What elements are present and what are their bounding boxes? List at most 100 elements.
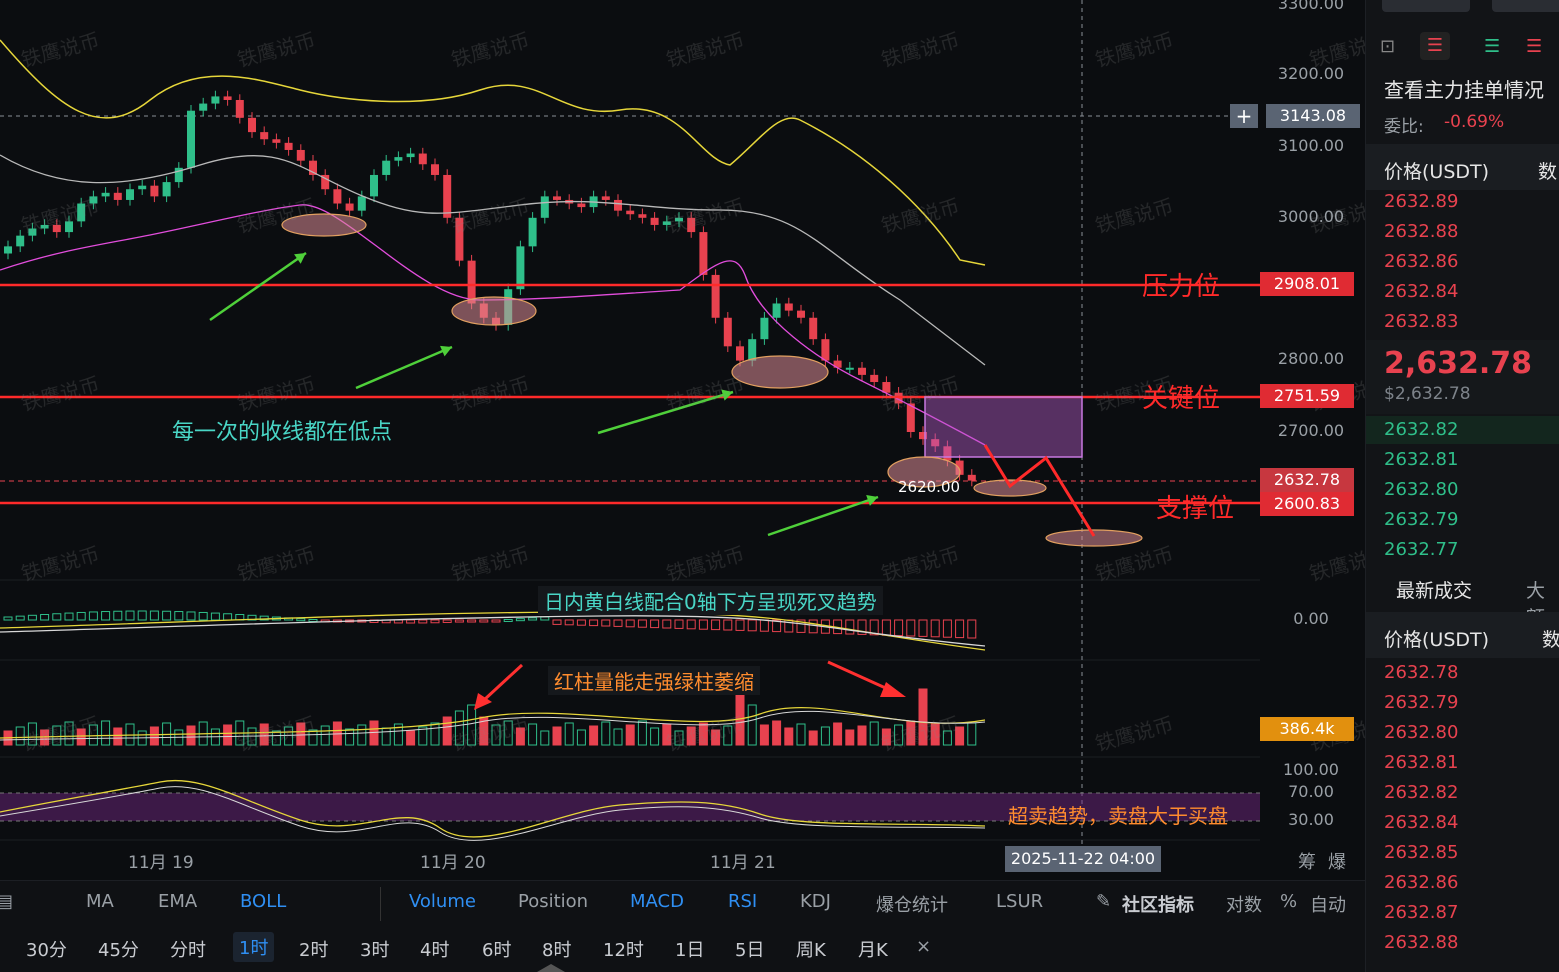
- tab-latest-trades[interactable]: 最新成交: [1396, 580, 1473, 602]
- auto-scale-toggle[interactable]: 自动: [1310, 895, 1346, 916]
- depth-mode-icon[interactable]: ⊡: [1380, 36, 1396, 57]
- ask-price[interactable]: 2632.88: [1384, 221, 1459, 242]
- macd-bar: [515, 618, 525, 622]
- volume-bar: [686, 726, 696, 746]
- indicator-kdj[interactable]: KDJ: [800, 891, 831, 912]
- indicator-ema[interactable]: EMA: [158, 891, 198, 912]
- community-indicator-icon[interactable]: ✎: [1096, 891, 1112, 912]
- indicator-boll[interactable]: BOLL: [240, 891, 287, 912]
- candle-body: [284, 142, 293, 150]
- panel-tab-button[interactable]: [1382, 0, 1470, 12]
- green-arrow: [355, 345, 453, 390]
- log-scale-toggle[interactable]: 对数: [1226, 895, 1262, 916]
- candle-body: [431, 164, 439, 175]
- red-arrow-head: [880, 682, 906, 697]
- interval-4h[interactable]: 4时: [420, 940, 450, 961]
- trade-price: 2632.81: [1384, 752, 1459, 773]
- indicator-rsi[interactable]: RSI: [728, 891, 758, 912]
- macd-bar: [406, 619, 416, 624]
- collapse-handle-icon[interactable]: [537, 964, 565, 972]
- qty-column-header: 数: [1538, 161, 1558, 183]
- candle-body: [174, 167, 183, 183]
- macd-bar: [601, 619, 611, 627]
- volume-bar: [637, 720, 647, 746]
- volume-bar: [76, 728, 86, 746]
- add-alert-button[interactable]: +: [1230, 104, 1258, 128]
- indicator-position[interactable]: Position: [518, 891, 589, 912]
- asks-only-icon[interactable]: ☰: [1526, 36, 1543, 57]
- indicator-menu-icon[interactable]: ▤: [0, 891, 14, 912]
- bids-only-icon[interactable]: ☰: [1484, 36, 1501, 57]
- interval-timeline[interactable]: 分时: [170, 940, 206, 961]
- both-sides-icon[interactable]: ☰: [1420, 32, 1450, 60]
- macd-bar: [589, 619, 599, 627]
- ask-price[interactable]: 2632.86: [1384, 251, 1459, 272]
- candle-body: [455, 217, 464, 261]
- liquidation-button[interactable]: 爆: [1328, 852, 1346, 873]
- volume-bar: [625, 724, 635, 746]
- bid-price[interactable]: 2632.81: [1384, 449, 1459, 470]
- green-arrow-head: [294, 253, 306, 264]
- panel-tab-button[interactable]: [1492, 0, 1559, 12]
- bid-price[interactable]: 2632.79: [1384, 509, 1459, 530]
- macd-bar: [113, 610, 123, 621]
- ask-price[interactable]: 2632.84: [1384, 281, 1459, 302]
- macd-bar: [723, 619, 733, 631]
- macd-bar: [430, 619, 440, 624]
- indicator-lsur[interactable]: LSUR: [996, 891, 1044, 912]
- macd-bar: [76, 611, 86, 621]
- ask-price[interactable]: 2632.83: [1384, 311, 1459, 332]
- ask-price[interactable]: 2632.89: [1384, 191, 1459, 212]
- indicator-ma[interactable]: MA: [86, 891, 114, 912]
- macd-bar: [454, 619, 464, 623]
- interval-12h[interactable]: 12时: [603, 940, 644, 961]
- candle-body: [382, 160, 391, 175]
- volume-bar: [101, 720, 111, 746]
- candle-body: [638, 214, 647, 218]
- interval-week[interactable]: 周K: [796, 940, 826, 961]
- close-icon[interactable]: ×: [916, 936, 932, 957]
- chart-area[interactable]: 铁鹰说币 铁鹰说币 铁鹰说币 铁鹰说币 铁鹰说币 铁鹰说币 铁鹰说币 铁鹰说币 铁鹰说币 铁鹰说币…: [0, 0, 1365, 880]
- macd-bar: [698, 619, 708, 630]
- indicator-volume[interactable]: Volume: [409, 891, 476, 912]
- interval-45m[interactable]: 45分: [98, 940, 139, 961]
- interval-8h[interactable]: 8时: [542, 940, 572, 961]
- volume-bar: [88, 724, 98, 746]
- interval-30m[interactable]: 30分: [26, 940, 67, 961]
- candle-body: [467, 260, 476, 304]
- green-arrow: [767, 495, 879, 537]
- candlestick-chart[interactable]: [0, 0, 1365, 880]
- chip-distribution-button[interactable]: 筹: [1298, 852, 1316, 873]
- interval-3h[interactable]: 3时: [360, 940, 390, 961]
- candle-body: [614, 199, 622, 211]
- interval-2h[interactable]: 2时: [299, 940, 329, 961]
- interval-1h[interactable]: 1时: [233, 932, 275, 962]
- support-label: 支撑位: [1156, 494, 1235, 524]
- interval-1d[interactable]: 1日: [675, 940, 705, 961]
- interval-6h[interactable]: 6时: [482, 940, 512, 961]
- bid-price[interactable]: 2632.80: [1384, 479, 1459, 500]
- indicator-liquidation-stats[interactable]: 爆仓统计: [876, 895, 948, 916]
- percent-scale-toggle[interactable]: %: [1280, 891, 1298, 912]
- macd-bar: [942, 619, 952, 638]
- bid-price[interactable]: 2632.82: [1384, 419, 1459, 440]
- ratio-label: 委比:: [1384, 117, 1424, 137]
- key-level-label: 关键位: [1142, 384, 1221, 414]
- candle-body: [443, 174, 452, 218]
- interval-month[interactable]: 月K: [858, 940, 888, 961]
- macd-bar: [137, 610, 147, 621]
- macd-bar: [52, 613, 62, 621]
- indicator-macd[interactable]: MACD: [630, 891, 684, 912]
- candle-body: [699, 232, 708, 275]
- macd-bar: [686, 619, 696, 630]
- key-level-price-tag: 2751.59: [1260, 384, 1354, 408]
- candle-body: [235, 99, 244, 118]
- candle-body: [553, 196, 561, 200]
- macd-bar: [15, 615, 25, 621]
- macd-bar: [223, 613, 233, 621]
- projection-box: [924, 396, 1083, 458]
- interval-5d[interactable]: 5日: [735, 940, 765, 961]
- community-indicators-button[interactable]: 社区指标: [1122, 895, 1194, 916]
- order-book-title[interactable]: 查看主力挂单情况: [1384, 78, 1544, 102]
- bid-price[interactable]: 2632.77: [1384, 539, 1459, 560]
